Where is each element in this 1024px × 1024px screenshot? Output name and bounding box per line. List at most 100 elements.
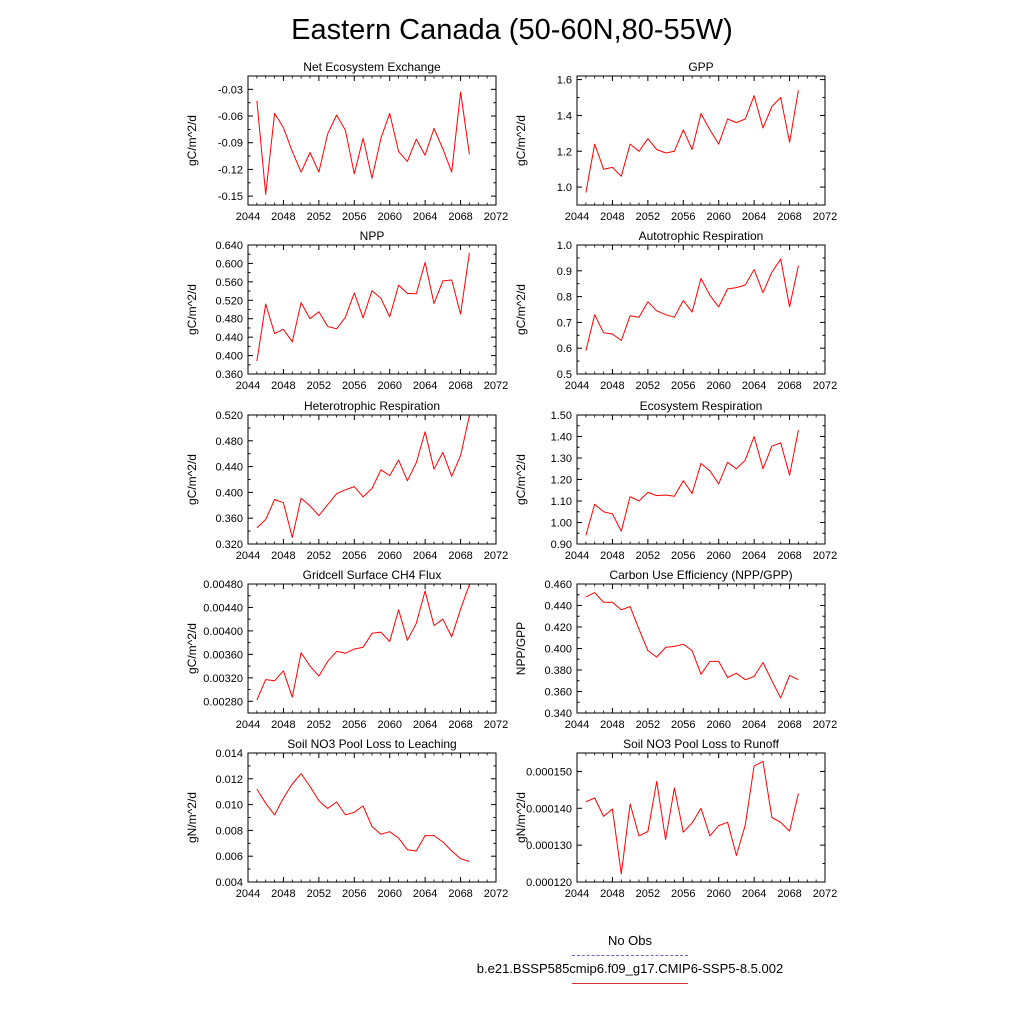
- series-line: [585, 90, 799, 193]
- y-tick-label: -0.03: [218, 84, 243, 96]
- x-tick-label: 2060: [706, 719, 730, 731]
- y-tick-label: 0.5: [557, 369, 572, 381]
- x-tick-label: 2068: [777, 211, 801, 223]
- y-tick-label: 0.600: [215, 258, 243, 270]
- x-tick-label: 2060: [377, 550, 401, 562]
- series-line: [585, 258, 799, 351]
- y-tick-label: 0.000130: [526, 840, 572, 852]
- series-line: [256, 252, 470, 362]
- x-tick-label: 2044: [565, 211, 589, 223]
- y-tick-label: 1.40: [551, 432, 572, 444]
- x-tick-label: 2060: [377, 888, 401, 900]
- chart-ylabel: gN/m^2/d: [514, 792, 528, 843]
- plot-frame: [247, 244, 497, 375]
- plot-frame: [247, 414, 497, 545]
- y-tick-label: 0.400: [215, 351, 243, 363]
- x-tick-label: 2072: [484, 719, 508, 731]
- x-tick-label: 2048: [600, 380, 624, 392]
- y-tick-label: 0.6: [557, 343, 572, 355]
- plot-frame: [247, 583, 497, 714]
- y-tick-label: 1.20: [551, 475, 572, 487]
- x-tick-label: 2052: [307, 888, 331, 900]
- y-tick-label: 0.010: [215, 800, 243, 812]
- x-tick-label: 2072: [484, 380, 508, 392]
- chart-ylabel: gC/m^2/d: [514, 454, 528, 505]
- x-tick-label: 2064: [413, 550, 437, 562]
- y-tick-label: 0.8: [557, 292, 572, 304]
- plot-frame: [247, 752, 497, 883]
- plot-frame: [247, 75, 497, 206]
- chart-ylabel: NPP/GPP: [514, 622, 528, 675]
- y-tick-label: 0.400: [215, 487, 243, 499]
- x-tick-label: 2044: [565, 550, 589, 562]
- x-tick-label: 2044: [565, 380, 589, 392]
- x-tick-label: 2060: [377, 380, 401, 392]
- x-tick-label: 2048: [600, 719, 624, 731]
- y-tick-label: 1.2: [557, 146, 572, 158]
- x-tick-label: 2072: [813, 211, 837, 223]
- x-tick-label: 2064: [413, 211, 437, 223]
- x-tick-label: 2052: [636, 380, 660, 392]
- x-tick-label: 2060: [706, 211, 730, 223]
- y-tick-label: 1.30: [551, 453, 572, 465]
- chart-title: GPP: [688, 60, 713, 74]
- x-tick-label: 2044: [236, 380, 260, 392]
- chart-panel-9: Soil NO3 Pool Loss to Leaching gN/m^2/d 20…: [185, 737, 508, 900]
- y-tick-label: -0.15: [218, 191, 243, 203]
- y-tick-label: 0.460: [544, 579, 572, 591]
- x-tick-label: 2056: [671, 719, 695, 731]
- chart-panel-2: GPP gC/m^2/d 2044 2048 2052 2056 2060 2064 2068 2…: [514, 60, 837, 223]
- y-tick-label: 0.00280: [203, 696, 243, 708]
- chart-title: NPP: [360, 229, 385, 243]
- y-tick-label: 0.360: [215, 369, 243, 381]
- x-tick-label: 2072: [813, 380, 837, 392]
- x-tick-label: 2064: [742, 380, 766, 392]
- chart-title: Carbon Use Efficiency (NPP/GPP): [609, 568, 792, 582]
- x-tick-label: 2044: [236, 550, 260, 562]
- plot-frame: [576, 244, 826, 375]
- plot-frame: [576, 414, 826, 545]
- y-tick-label: 0.9: [557, 266, 572, 278]
- y-tick-label: 0.340: [544, 708, 572, 720]
- chart-ylabel: gC/m^2/d: [514, 284, 528, 335]
- y-tick-label: 0.640: [215, 240, 243, 252]
- x-tick-label: 2048: [271, 888, 295, 900]
- x-tick-label: 2068: [448, 719, 472, 731]
- y-tick-label: 0.380: [544, 665, 572, 677]
- y-tick-label: 0.520: [215, 295, 243, 307]
- x-tick-label: 2056: [671, 550, 695, 562]
- chart-panel-1: Net Ecosystem Exchange gC/m^2/d 2044 2048 20…: [185, 60, 508, 223]
- x-tick-label: 2064: [413, 380, 437, 392]
- x-tick-label: 2044: [236, 719, 260, 731]
- chart-ylabel: gC/m^2/d: [185, 115, 199, 166]
- y-tick-label: 0.560: [215, 277, 243, 289]
- x-tick-label: 2072: [813, 550, 837, 562]
- x-tick-label: 2056: [342, 719, 366, 731]
- y-tick-label: 0.006: [215, 851, 243, 863]
- x-tick-label: 2052: [307, 211, 331, 223]
- series-line: [585, 430, 799, 536]
- x-tick-label: 2044: [236, 888, 260, 900]
- y-tick-label: 1.6: [557, 75, 572, 87]
- x-tick-label: 2048: [271, 380, 295, 392]
- y-tick-label: 0.00400: [203, 626, 243, 638]
- x-tick-label: 2056: [671, 888, 695, 900]
- y-tick-label: 0.012: [215, 774, 243, 786]
- x-tick-label: 2048: [600, 888, 624, 900]
- x-tick-label: 2052: [636, 550, 660, 562]
- x-tick-label: 2056: [342, 211, 366, 223]
- y-tick-label: -0.09: [218, 138, 243, 150]
- y-tick-label: 1.0: [557, 240, 572, 252]
- x-tick-label: 2060: [706, 550, 730, 562]
- x-tick-label: 2068: [777, 380, 801, 392]
- x-tick-label: 2048: [600, 550, 624, 562]
- x-tick-label: 2056: [671, 380, 695, 392]
- series-line: [256, 584, 470, 701]
- chart-panel-6: Ecosystem Respiration gC/m^2/d 2044 2048 205…: [514, 399, 837, 562]
- y-tick-label: 1.00: [551, 518, 572, 530]
- x-tick-label: 2052: [636, 719, 660, 731]
- y-tick-label: 1.4: [557, 110, 572, 122]
- y-tick-label: 0.004: [215, 877, 243, 889]
- y-tick-label: 0.420: [544, 622, 572, 634]
- x-tick-label: 2056: [342, 380, 366, 392]
